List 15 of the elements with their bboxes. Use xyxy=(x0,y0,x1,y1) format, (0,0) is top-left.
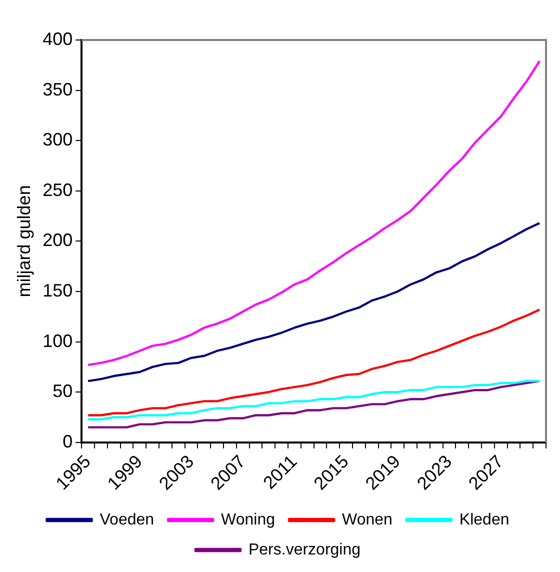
y-tick-label: 300 xyxy=(42,130,73,150)
y-tick-label: 50 xyxy=(52,381,73,402)
y-tick-label: 0 xyxy=(62,431,73,452)
y-tick-label: 200 xyxy=(42,230,73,250)
y-tick-label: 350 xyxy=(42,79,73,100)
y-tick-label: 250 xyxy=(42,180,73,200)
y-axis-title: miljard gulden xyxy=(14,185,34,298)
y-tick-label: 150 xyxy=(42,280,73,300)
legend-label: Voeden xyxy=(100,511,154,528)
legend-label: Wonen xyxy=(342,511,392,528)
y-tick-label: 100 xyxy=(42,330,73,351)
legend-label: Pers.verzorging xyxy=(248,541,361,558)
legend-label: Woning xyxy=(221,511,276,528)
legend-label: Kleden xyxy=(459,511,510,528)
y-tick-label: 400 xyxy=(42,28,73,49)
